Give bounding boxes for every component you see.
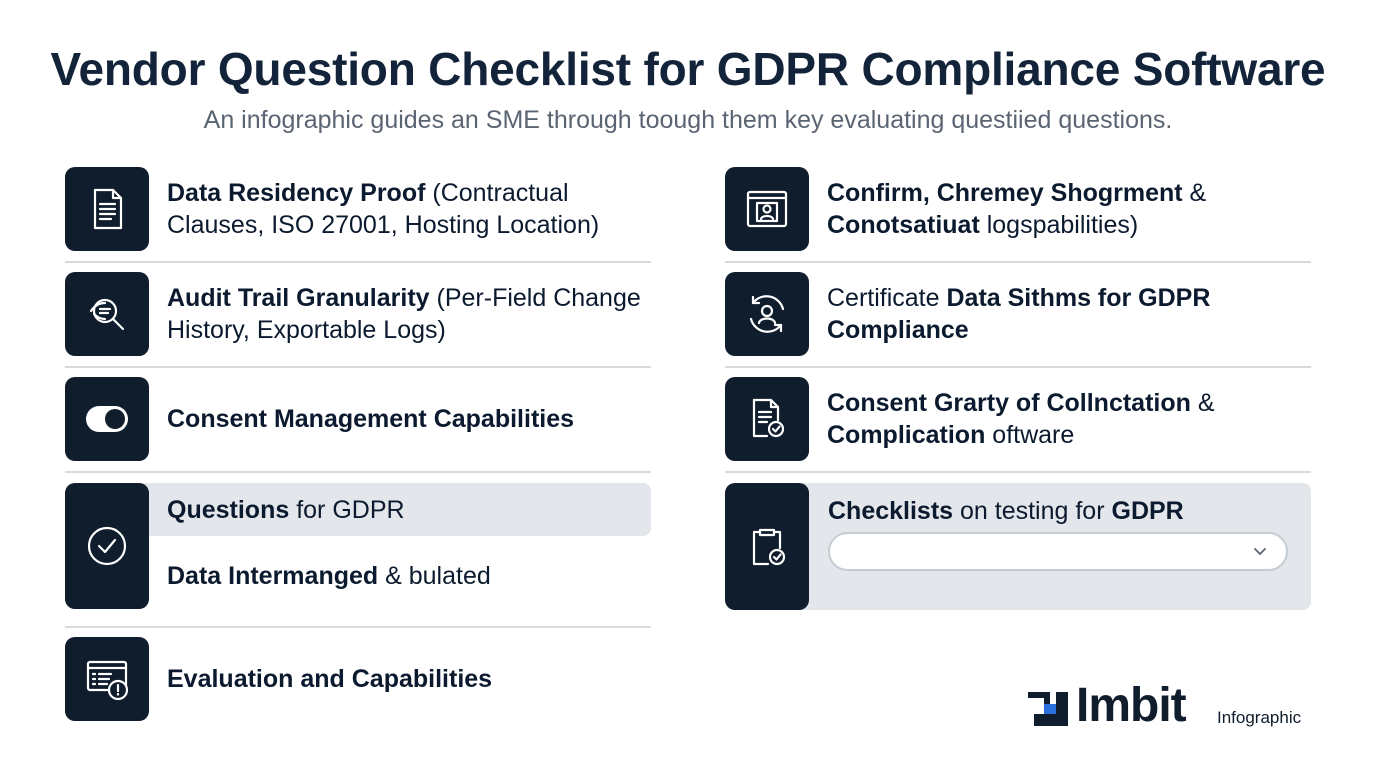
checklist-item-checklists: Checklists on testing for GDPR — [725, 483, 1311, 610]
page-title: Vendor Question Checklist for GDPR Compl… — [50, 43, 1326, 95]
checklist-item-data-residency: Data Residency Proof (Contractual Clause… — [65, 167, 655, 251]
checklist-item-evaluation: Evaluation and Capabilities — [65, 637, 655, 721]
item-label-row1: Questions for GDPR — [167, 496, 405, 524]
chevron-down-icon — [1254, 548, 1266, 555]
document-check-icon — [725, 377, 809, 461]
user-sync-icon — [725, 272, 809, 356]
check-circle-icon — [65, 483, 149, 609]
checklist-item-audit-trail: Audit Trail Granularity (Per-Field Chang… — [65, 272, 665, 356]
item-label-row2: Data Intermanged & bulated — [167, 562, 491, 590]
highlight-row — [125, 483, 651, 536]
divider — [725, 471, 1311, 473]
checklist-item-questions: Questions for GDPR Data Intermanged & bu… — [65, 483, 651, 609]
checklist-item-confirm: Confirm, Chremey Shogrment & Conotsatiua… — [725, 167, 1325, 251]
divider — [725, 366, 1311, 368]
item-label: Data Residency Proof (Contractual Clause… — [167, 179, 600, 239]
dropdown-select[interactable] — [828, 532, 1288, 571]
checklist-item-consent-management: Consent Management Capabilities — [65, 377, 655, 461]
brand-name: Imbit — [1076, 679, 1187, 732]
divider — [65, 366, 651, 368]
document-icon — [65, 167, 149, 251]
divider — [65, 626, 651, 628]
clipboard-check-icon — [725, 483, 809, 610]
brand-logo-icon — [1028, 692, 1068, 726]
page-subtitle: An infographic guides an SME through too… — [203, 106, 1173, 134]
toggle-icon — [65, 377, 149, 461]
item-label: Checklists on testing for GDPR — [828, 497, 1184, 525]
item-label: Confirm, Chremey Shogrment & Conotsatiua… — [827, 179, 1207, 239]
item-label: Certificate Data Sithms for GDPR Complia… — [827, 284, 1211, 344]
browser-user-icon — [725, 167, 809, 251]
window-alert-icon — [65, 637, 149, 721]
item-label: Consent Grarty of Collnctation & Complic… — [827, 389, 1215, 449]
divider — [65, 261, 651, 263]
divider — [725, 261, 1311, 263]
checklist-item-certificate: Certificate Data Sithms for GDPR Complia… — [725, 272, 1325, 356]
item-label: Evaluation and Capabilities — [167, 665, 493, 693]
magnifier-eye-icon — [65, 272, 149, 356]
brand-tag: Infographic — [1217, 708, 1302, 727]
divider — [65, 471, 651, 473]
item-label: Consent Management Capabilities — [167, 405, 575, 433]
checklist-item-consent-grarty: Consent Grarty of Collnctation & Complic… — [725, 377, 1325, 461]
item-label: Audit Trail Granularity (Per-Field Chang… — [167, 284, 641, 344]
